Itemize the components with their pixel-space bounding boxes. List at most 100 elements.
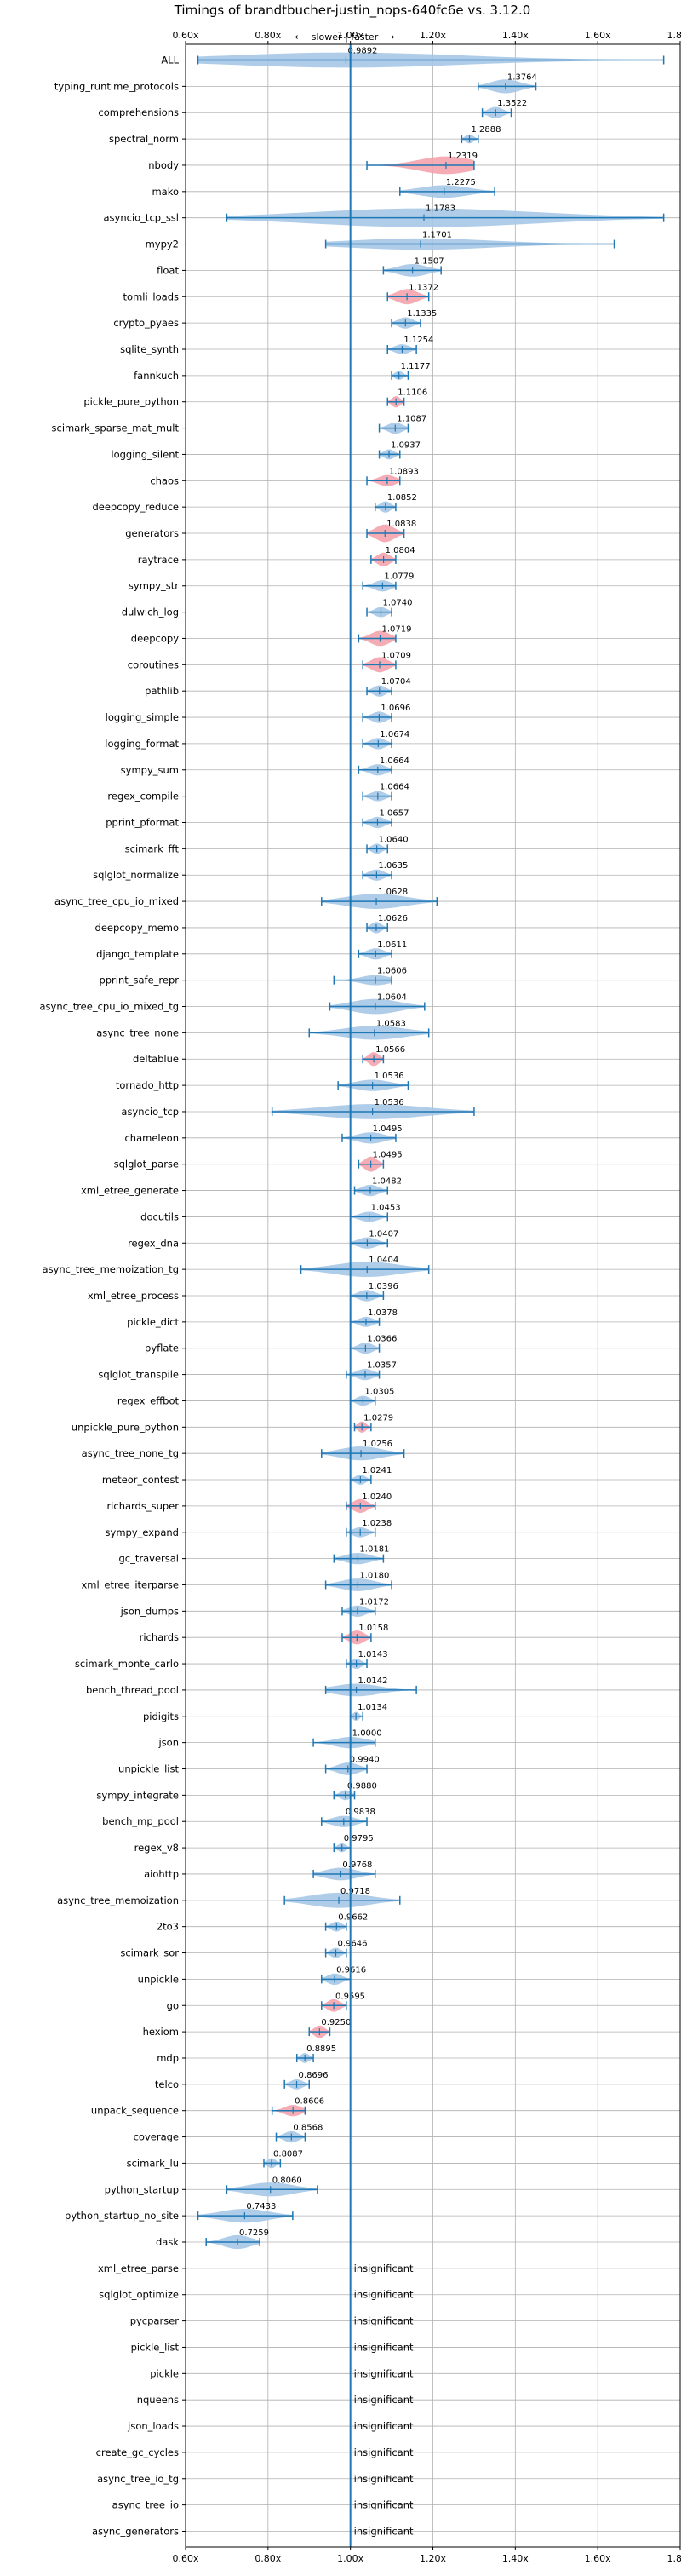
insignificant-label: insignificant bbox=[354, 2341, 414, 2353]
benchmark-row: unpickle_pure_python 1.0279 bbox=[72, 1413, 393, 1433]
benchmark-label: richards_super bbox=[106, 1500, 179, 1512]
benchmark-label: mdp bbox=[157, 2052, 179, 2064]
benchmark-row: gc_traversal 1.0181 bbox=[119, 1545, 390, 1565]
chart-title: Timings of brandtbucher-justin_nops-640f… bbox=[174, 3, 531, 19]
benchmark-row: json_loads insignificant bbox=[127, 2420, 414, 2432]
value-label: 1.0158 bbox=[358, 1624, 388, 1633]
x-tick-label-top: 1.20x bbox=[420, 30, 446, 41]
benchmark-row: pickle_list insignificant bbox=[131, 2341, 414, 2353]
value-label: 0.8606 bbox=[295, 2097, 324, 2107]
value-label: 0.7433 bbox=[246, 2202, 276, 2211]
benchmark-label: deepcopy_memo bbox=[95, 922, 179, 934]
benchmark-row: sqlglot_normalize 1.0635 bbox=[93, 861, 408, 881]
benchmark-row: async_tree_memoization 0.9718 bbox=[57, 1887, 401, 1908]
value-label: 1.0396 bbox=[369, 1282, 398, 1291]
value-label: 1.0495 bbox=[373, 1151, 403, 1160]
benchmark-row: regex_effbot 1.0305 bbox=[117, 1387, 395, 1406]
value-label: 1.0134 bbox=[358, 1703, 387, 1712]
benchmark-label: telco bbox=[155, 2079, 179, 2090]
value-label: 0.8060 bbox=[272, 2176, 302, 2185]
grid-layer bbox=[185, 44, 681, 2547]
insignificant-label: insignificant bbox=[354, 2315, 414, 2327]
benchmark-label: unpickle bbox=[138, 1973, 179, 1985]
value-label: 1.0628 bbox=[378, 888, 408, 897]
value-label: 1.0279 bbox=[363, 1413, 393, 1423]
benchmark-label: dask bbox=[156, 2236, 179, 2248]
value-label: 0.9880 bbox=[347, 1781, 377, 1791]
value-label: 1.1783 bbox=[426, 204, 455, 214]
benchmark-row: fannkuch 1.1177 bbox=[134, 362, 431, 382]
benchmark-row: python_startup_no_site 0.7433 bbox=[65, 2202, 294, 2223]
benchmark-row: chaos 1.0893 bbox=[150, 467, 419, 486]
benchmark-row: scimark_sor 0.9646 bbox=[120, 1940, 367, 1959]
benchmark-label: float bbox=[157, 264, 179, 276]
benchmark-label: json_loads bbox=[127, 2420, 179, 2432]
benchmark-row: xml_etree_parse insignificant bbox=[98, 2263, 414, 2274]
benchmark-row: sympy_expand 1.0238 bbox=[106, 1519, 392, 1538]
benchmark-row: sqlite_synth 1.1254 bbox=[120, 336, 433, 355]
value-label: 1.0241 bbox=[362, 1466, 392, 1475]
value-label: 1.0566 bbox=[375, 1045, 405, 1055]
benchmark-row: deltablue 1.0566 bbox=[133, 1045, 405, 1067]
benchmark-label: sympy_sum bbox=[121, 764, 179, 776]
benchmark-label: typing_runtime_protocols bbox=[54, 80, 179, 92]
benchmark-row: coverage 0.8568 bbox=[134, 2124, 323, 2143]
value-label: 1.0606 bbox=[377, 967, 407, 976]
benchmark-row: comprehensions 1.3522 bbox=[98, 99, 527, 118]
benchmark-label: dulwich_log bbox=[122, 607, 179, 618]
x-tick-label-bottom: 0.80x bbox=[255, 2553, 281, 2564]
benchmark-label: create_gc_cycles bbox=[96, 2447, 179, 2458]
benchmark-row: nqueens insignificant bbox=[137, 2394, 414, 2406]
benchmark-label: go bbox=[167, 1999, 179, 2011]
benchmark-row: tornado_http 1.0536 bbox=[116, 1072, 409, 1091]
value-label: 1.0407 bbox=[369, 1229, 398, 1239]
benchmark-label: mypy2 bbox=[146, 239, 179, 250]
benchmark-label: nbody bbox=[148, 159, 179, 171]
value-label: 1.0453 bbox=[371, 1203, 401, 1212]
value-label: 1.0238 bbox=[362, 1519, 392, 1528]
benchmark-row: nbody 1.2319 bbox=[148, 152, 478, 175]
benchmark-label: deepcopy_reduce bbox=[92, 501, 179, 513]
benchmark-row: scimark_sparse_mat_mult 1.1087 bbox=[52, 415, 427, 434]
x-tick-label-bottom: 1.80x bbox=[667, 2553, 681, 2564]
benchmark-row: sqlglot_transpile 1.0357 bbox=[98, 1361, 397, 1381]
benchmark-row: xml_etree_generate 1.0482 bbox=[81, 1177, 402, 1197]
insignificant-label: insignificant bbox=[354, 2289, 414, 2301]
benchmark-label: bench_thread_pool bbox=[86, 1684, 179, 1696]
benchmark-row: pickle_dict 1.0378 bbox=[127, 1308, 398, 1328]
benchmark-label: tornado_http bbox=[116, 1079, 179, 1091]
benchmark-row: sympy_integrate 0.9880 bbox=[96, 1781, 376, 1801]
benchmark-label: pickle_pure_python bbox=[83, 396, 179, 408]
benchmark-row: dulwich_log 1.0740 bbox=[122, 599, 413, 618]
value-label: 0.8087 bbox=[273, 2149, 303, 2159]
benchmark-row: sympy_sum 1.0664 bbox=[121, 756, 409, 776]
value-label: 1.0583 bbox=[376, 1019, 406, 1028]
value-label: 1.0180 bbox=[359, 1571, 389, 1580]
benchmark-label: hexiom bbox=[143, 2026, 179, 2038]
benchmark-label: sqlglot_optimize bbox=[99, 2289, 179, 2301]
direction-label: ⟵ slower | faster ⟶ bbox=[295, 32, 395, 43]
benchmark-row: python_startup 0.8060 bbox=[105, 2176, 318, 2197]
benchmark-label: raytrace bbox=[138, 554, 179, 566]
value-label: 1.0142 bbox=[358, 1676, 388, 1686]
benchmark-label: docutils bbox=[140, 1210, 179, 1222]
benchmark-row: pyflate 1.0366 bbox=[145, 1335, 397, 1354]
value-label: 1.0626 bbox=[378, 914, 408, 923]
value-label: 0.7259 bbox=[239, 2228, 269, 2238]
value-label: 1.1177 bbox=[401, 362, 431, 371]
value-label: 1.0305 bbox=[364, 1387, 394, 1396]
benchmark-label: regex_dna bbox=[128, 1237, 179, 1249]
value-label: 1.0937 bbox=[391, 440, 421, 450]
benchmark-label: logging_silent bbox=[111, 448, 179, 460]
value-label: 1.0674 bbox=[380, 730, 409, 739]
benchmark-label: unpickle_pure_python bbox=[72, 1421, 179, 1433]
benchmark-row: aiohttp 0.9768 bbox=[144, 1860, 376, 1881]
benchmark-label: pycparser bbox=[130, 2315, 180, 2327]
benchmark-row: crypto_pyaes 1.1335 bbox=[113, 309, 437, 329]
benchmark-row: bench_mp_pool 0.9838 bbox=[102, 1808, 375, 1827]
value-label: 1.0256 bbox=[363, 1440, 392, 1449]
value-label: 1.0696 bbox=[381, 704, 410, 713]
benchmark-label: async_tree_none bbox=[96, 1026, 179, 1038]
value-label: 0.9892 bbox=[347, 47, 377, 56]
